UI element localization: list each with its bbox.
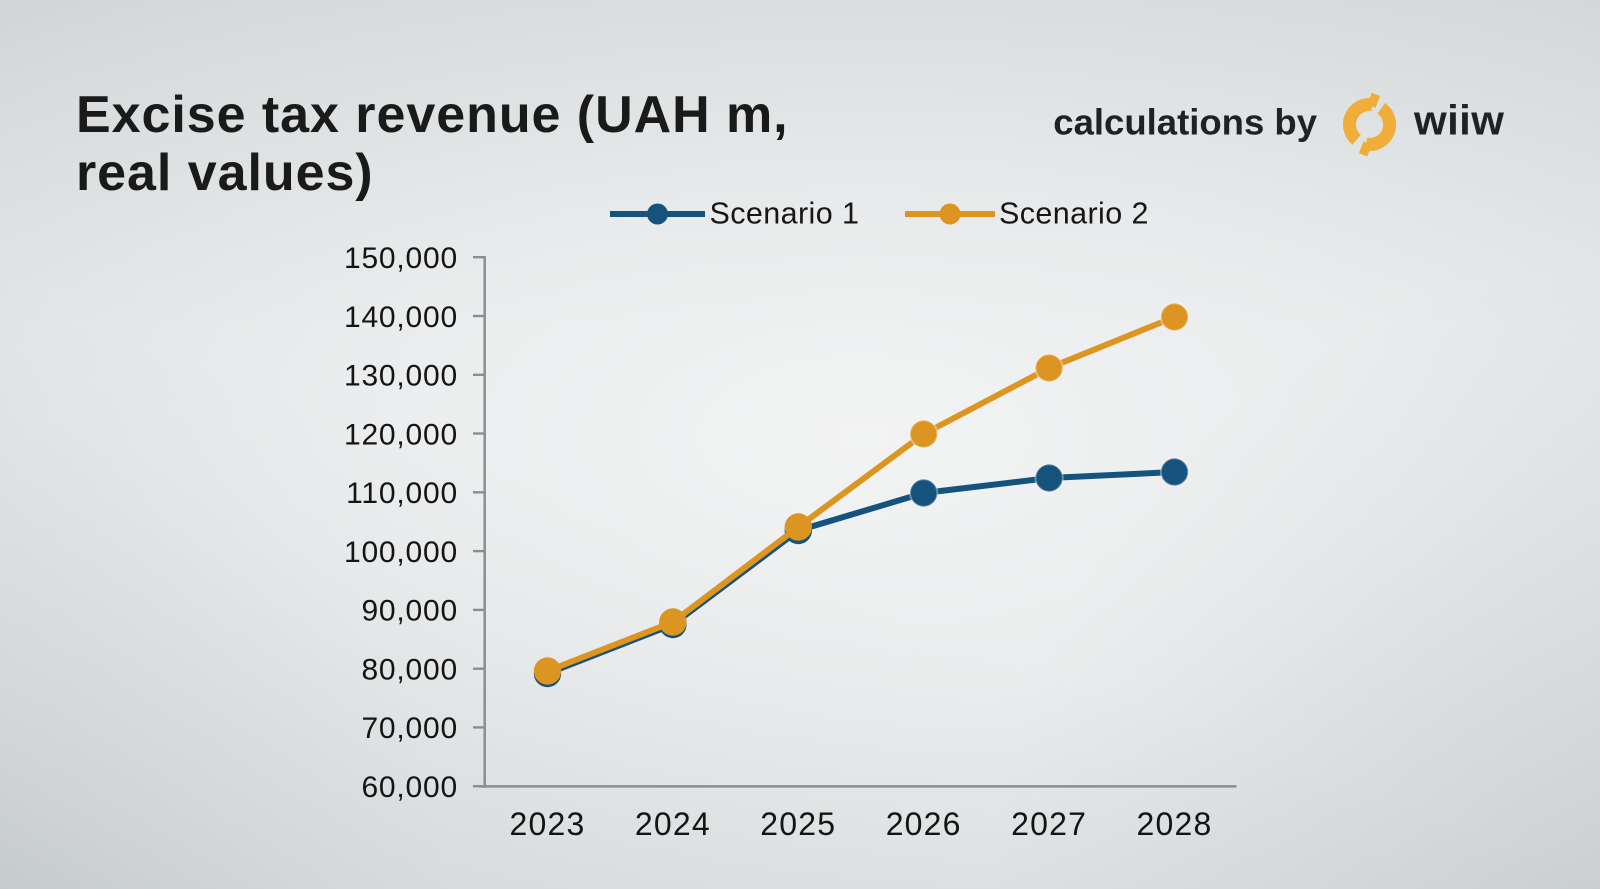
svg-text:2025: 2025	[760, 806, 836, 842]
svg-text:2028: 2028	[1137, 806, 1213, 842]
svg-text:calculations by: calculations by	[1053, 102, 1317, 143]
svg-text:110,000: 110,000	[346, 477, 458, 510]
svg-text:2026: 2026	[886, 806, 962, 842]
svg-text:wiiw: wiiw	[1413, 97, 1504, 144]
svg-text:120,000: 120,000	[344, 418, 458, 451]
svg-text:Scenario 2: Scenario 2	[999, 197, 1149, 231]
svg-text:90,000: 90,000	[361, 595, 458, 628]
svg-text:2024: 2024	[635, 806, 711, 842]
svg-text:130,000: 130,000	[344, 360, 458, 393]
svg-text:2023: 2023	[510, 806, 586, 842]
svg-text:2027: 2027	[1011, 806, 1087, 842]
svg-text:80,000: 80,000	[361, 654, 458, 687]
svg-text:140,000: 140,000	[344, 301, 458, 334]
svg-text:100,000: 100,000	[344, 536, 458, 569]
svg-text:70,000: 70,000	[361, 712, 458, 745]
svg-text:Scenario 1: Scenario 1	[710, 197, 860, 231]
svg-text:150,000: 150,000	[344, 242, 458, 275]
svg-text:60,000: 60,000	[361, 771, 458, 804]
